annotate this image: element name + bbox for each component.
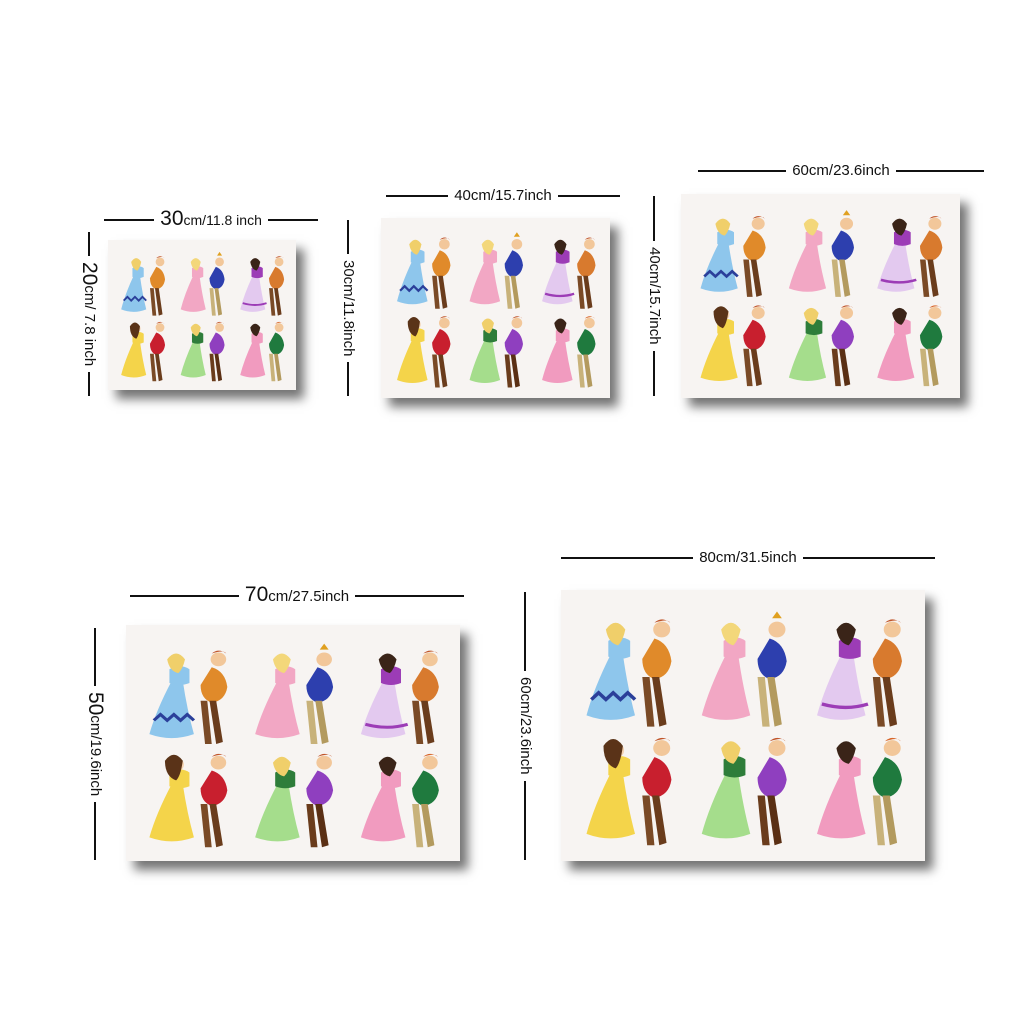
width-unit: cm/27.5inch xyxy=(268,588,350,605)
height-dimension-60: 60cm/23.6inch xyxy=(514,592,536,860)
width-number: 70 xyxy=(244,583,269,606)
width-dimension-40: 40cm/15.7inch xyxy=(386,185,620,207)
princess-artwork xyxy=(381,218,610,398)
height-dimension-30: 30cm/11.8inch xyxy=(337,220,359,397)
height-label: 30cm/11.8inch xyxy=(340,259,357,357)
height-dimension-20: 20cm/ 7.8 inch xyxy=(78,232,101,397)
canvas-print-70x50 xyxy=(126,625,460,861)
canvas-print-80x60 xyxy=(561,590,925,861)
princess-artwork xyxy=(681,194,960,398)
height-number: 20 xyxy=(78,261,101,286)
width-dimension-80: 80cm/31.5inch xyxy=(561,547,935,569)
princess-artwork xyxy=(108,240,296,390)
width-dimension-60: 60cm/23.6inch xyxy=(698,160,984,182)
width-label: 60cm/23.6inch xyxy=(792,162,890,179)
height-label: 60cm/23.6inch xyxy=(517,677,534,775)
height-unit: cm/19.6inch xyxy=(87,715,104,797)
width-dimension-30: 30cm/11.8 inch xyxy=(104,207,319,231)
height-number: 50 xyxy=(84,691,107,716)
princess-artwork xyxy=(561,590,925,861)
height-dimension-50: 50cm/19.6inch xyxy=(84,628,107,861)
width-label: 40cm/15.7inch xyxy=(454,187,552,204)
width-number: 30 xyxy=(160,207,184,230)
height-label: 40cm/15.7inch xyxy=(646,247,663,345)
canvas-print-60x40 xyxy=(681,194,960,398)
canvas-print-40x30 xyxy=(381,218,610,398)
width-label: 80cm/31.5inch xyxy=(699,549,797,566)
height-dimension-40: 40cm/15.7inch xyxy=(643,196,665,396)
width-dimension-70: 70cm/27.5inch xyxy=(130,583,465,607)
princess-artwork xyxy=(126,625,460,861)
height-unit: cm/ 7.8 inch xyxy=(81,285,98,367)
canvas-print-30x20 xyxy=(108,240,296,390)
width-unit: cm/11.8 inch xyxy=(183,212,262,228)
